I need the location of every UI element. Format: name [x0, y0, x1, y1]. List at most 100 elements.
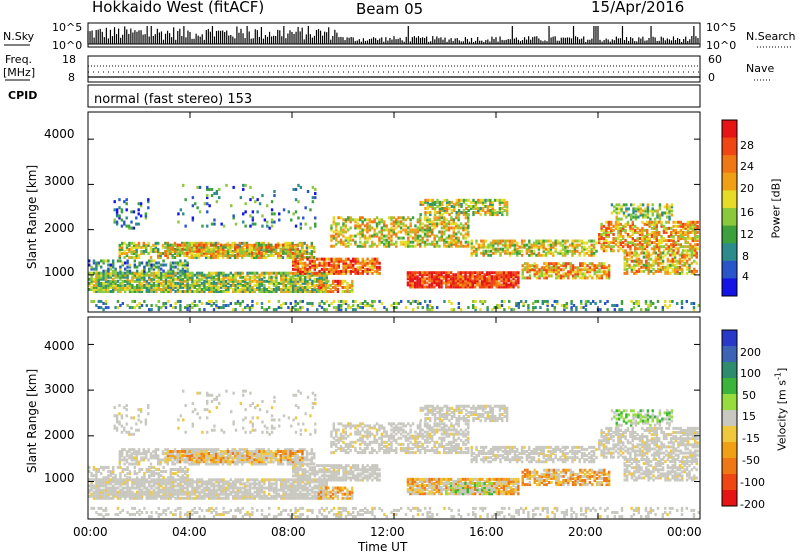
power-cell — [431, 198, 434, 202]
power-cell — [203, 273, 206, 277]
power-cell — [467, 220, 470, 224]
power-cell — [349, 261, 352, 265]
power-cell — [310, 256, 313, 260]
power-cell — [617, 211, 621, 215]
power-cell — [97, 306, 100, 310]
power-cb-tick-12: 12 — [740, 228, 754, 241]
power-cell — [647, 251, 650, 255]
power-cell — [469, 275, 472, 279]
power-cell — [179, 273, 182, 277]
power-cell — [459, 279, 462, 283]
power-cell — [490, 285, 493, 289]
power-cell — [647, 267, 650, 271]
power-cell — [603, 262, 606, 266]
power-cell — [441, 213, 444, 217]
power-cell — [179, 269, 182, 273]
power-cell — [676, 259, 679, 263]
power-cell — [306, 267, 309, 271]
power-cell — [544, 247, 548, 251]
power-cell — [561, 245, 565, 249]
power-cell — [447, 226, 451, 230]
power-cell — [301, 287, 304, 291]
power-cell — [619, 222, 622, 226]
power-cell — [318, 269, 321, 273]
power-cell — [694, 220, 697, 224]
power-cell — [282, 283, 285, 287]
power-cell — [171, 256, 174, 260]
power-cell — [562, 262, 565, 266]
power-cell — [342, 269, 345, 273]
power-cell — [186, 271, 189, 275]
power-cell — [423, 271, 426, 275]
power-cell — [133, 285, 136, 289]
power-cell — [652, 301, 655, 305]
power-cell — [169, 269, 172, 273]
power-cell — [383, 306, 386, 310]
power-cell — [366, 304, 369, 308]
power-cell — [555, 270, 558, 274]
power-cell — [351, 285, 354, 289]
power-cell — [399, 242, 403, 246]
power-cell — [442, 275, 446, 279]
power-cell — [487, 245, 490, 249]
power-cell — [215, 289, 218, 293]
power-cell — [126, 265, 129, 269]
power-cell — [354, 261, 357, 265]
power-cell — [412, 308, 415, 312]
power-cell — [693, 269, 696, 273]
power-cell — [679, 232, 682, 236]
power-cell — [314, 216, 317, 220]
power-cell — [125, 224, 128, 228]
power-cell — [455, 244, 458, 248]
power-cell — [139, 214, 143, 218]
power-cell — [521, 276, 524, 280]
power-cell — [482, 241, 485, 245]
power-cell — [455, 242, 458, 246]
power-cell — [461, 283, 465, 287]
power-cell — [335, 236, 338, 240]
power-cell — [95, 279, 98, 283]
power-cell — [528, 274, 532, 278]
power-cell — [504, 239, 507, 243]
power-cell — [318, 275, 321, 279]
power-cell — [173, 241, 177, 245]
power-cell — [299, 287, 302, 291]
power-cell — [188, 275, 192, 279]
power-cell — [679, 220, 682, 224]
power-cell — [294, 271, 297, 275]
power-cell — [119, 271, 122, 275]
power-cell — [219, 249, 223, 253]
power-cell — [641, 226, 644, 230]
power-cell — [193, 279, 196, 283]
power-cell — [262, 253, 266, 257]
power-cell — [550, 266, 553, 270]
power-cell — [270, 243, 273, 247]
power-cell — [272, 287, 276, 291]
power-cell — [214, 249, 218, 253]
power-cell — [484, 239, 488, 243]
power-cell — [696, 220, 699, 224]
power-cell — [598, 274, 601, 278]
power-cell — [545, 268, 548, 272]
power-cell — [617, 224, 620, 228]
power-cell — [600, 226, 603, 230]
power-cell — [340, 269, 343, 273]
power-cell — [662, 237, 666, 241]
power-cell — [378, 267, 381, 271]
power-cell — [325, 281, 328, 285]
power-cell — [639, 211, 642, 215]
power-cell — [521, 272, 524, 276]
power-cell — [138, 285, 141, 289]
power-cell — [479, 198, 482, 202]
power-cell — [371, 306, 374, 310]
power-cell — [232, 273, 235, 277]
power-cell — [540, 245, 543, 249]
power-cell — [654, 251, 658, 255]
power-cell — [579, 270, 582, 274]
power-cell — [92, 261, 96, 265]
power-cell — [213, 192, 216, 196]
power-cell — [270, 220, 274, 224]
power-cell — [270, 281, 273, 285]
xtick-6: 00:00 — [667, 525, 702, 539]
power-cell — [282, 273, 285, 277]
